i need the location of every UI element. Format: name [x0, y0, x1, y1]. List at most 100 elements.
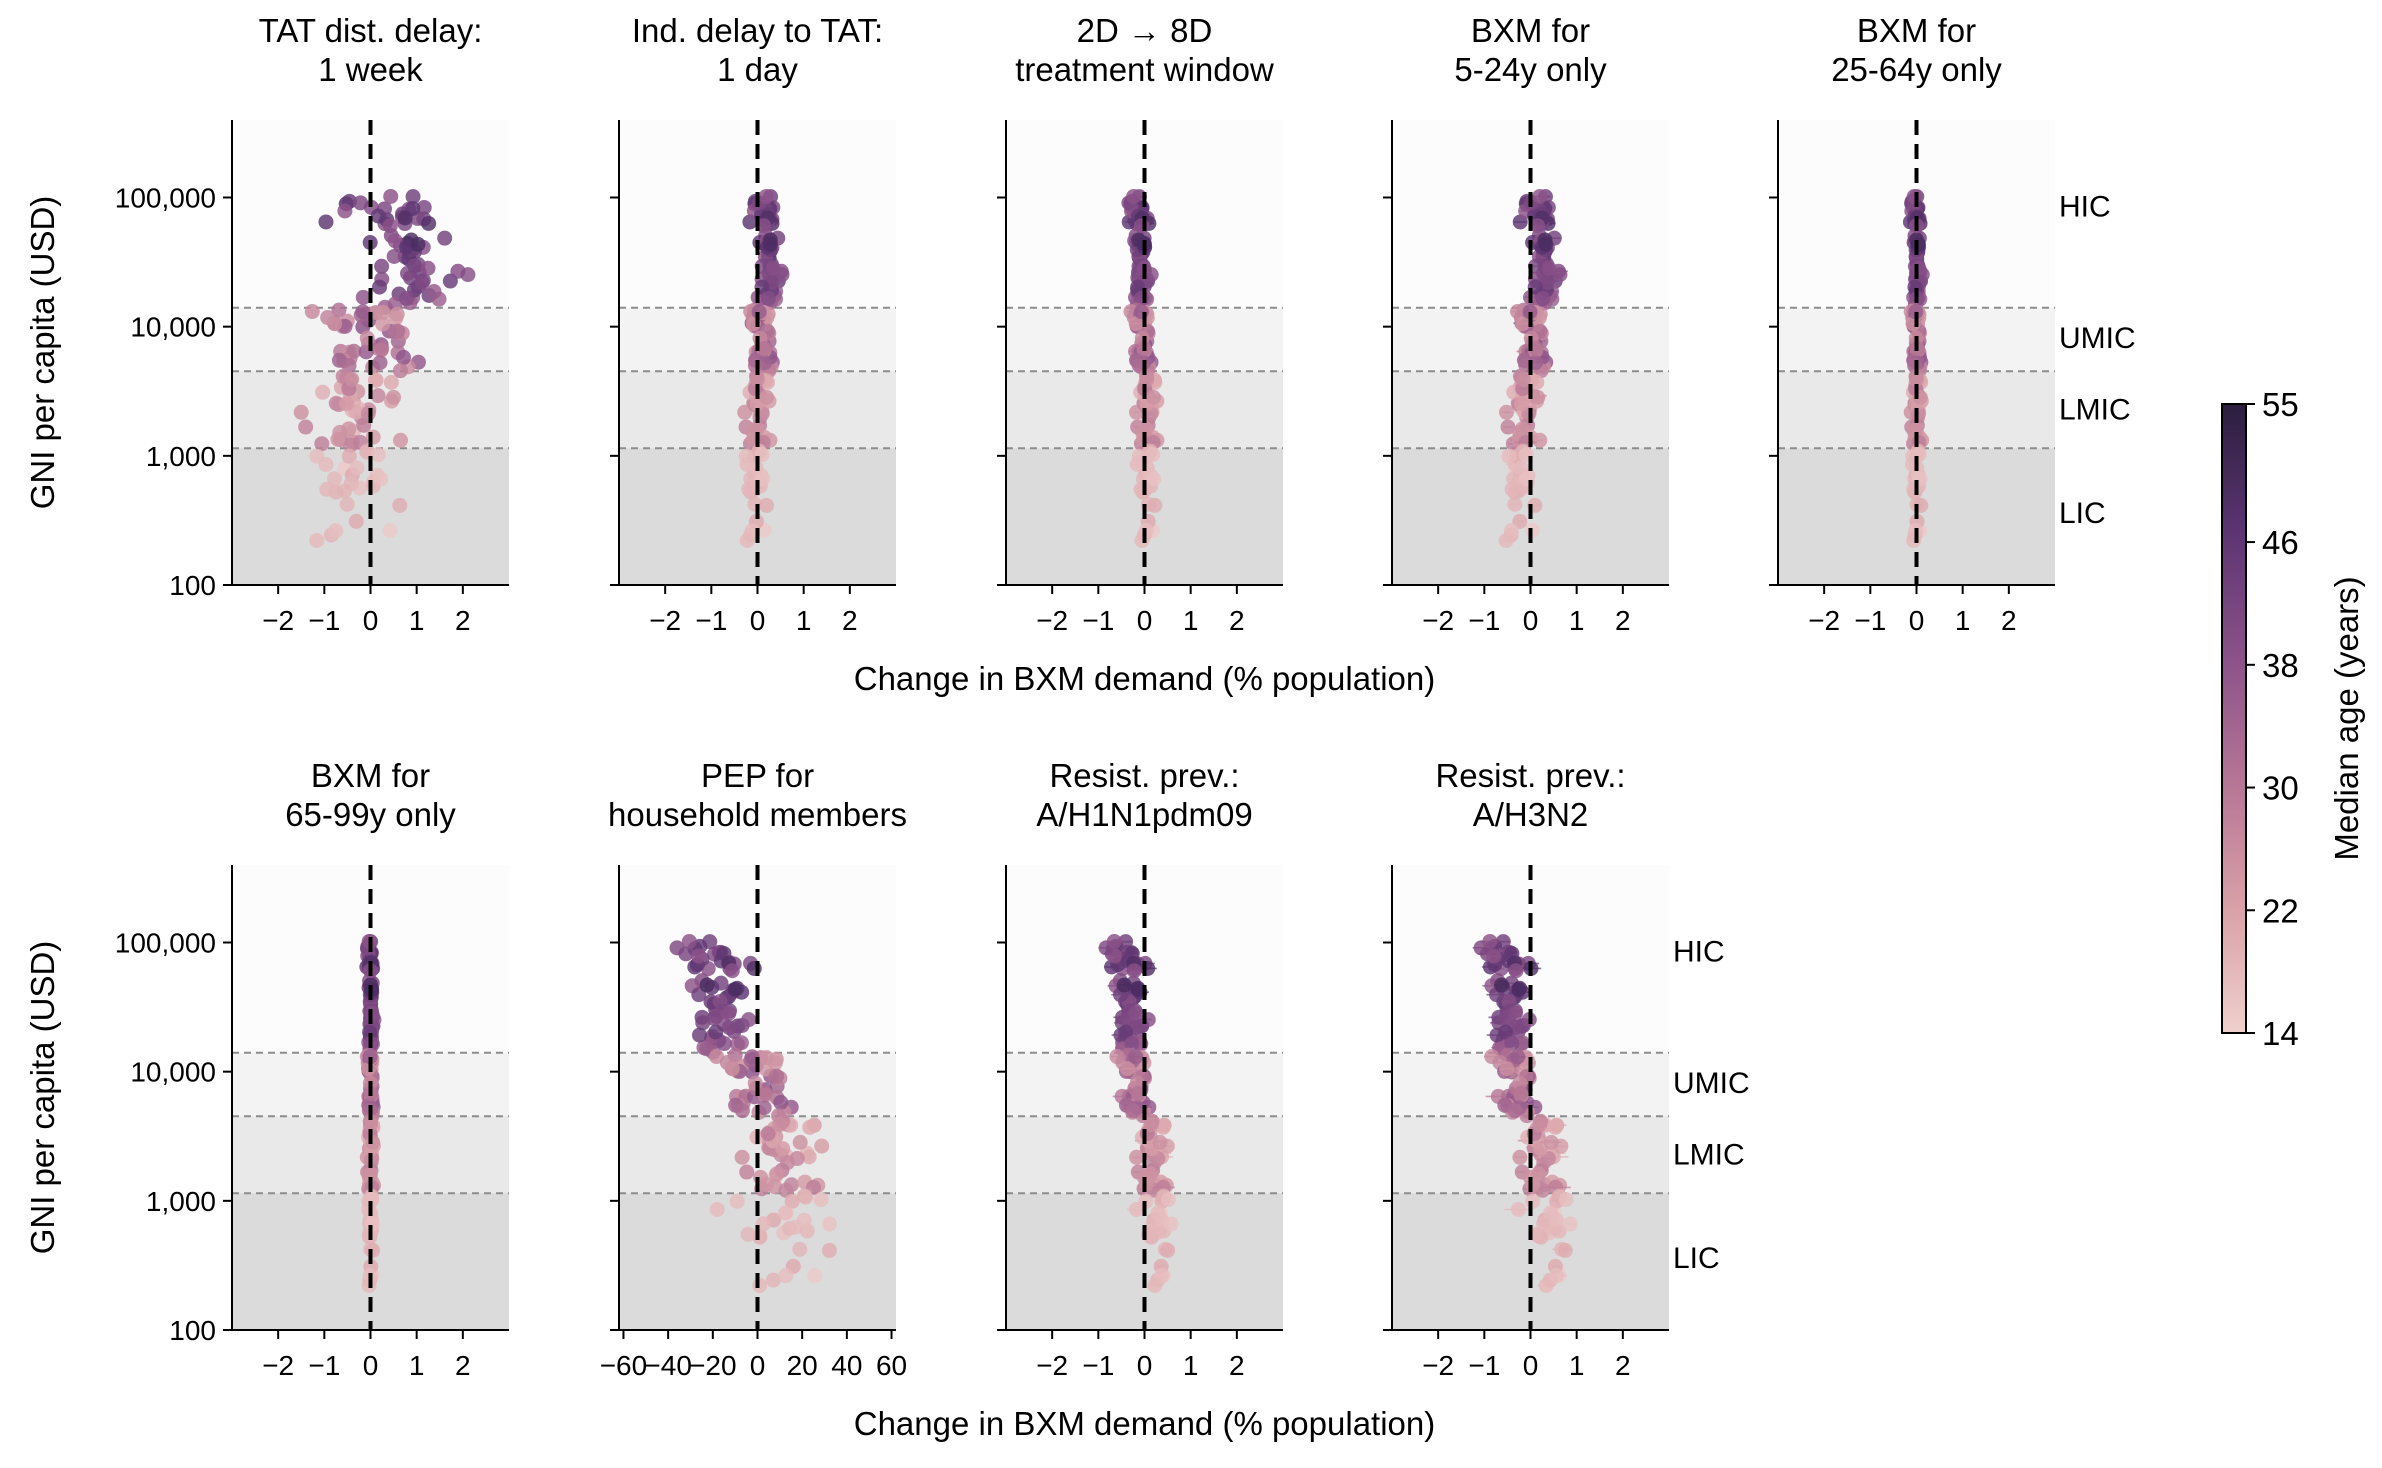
x-tick-label: 2	[842, 605, 858, 636]
data-point	[1507, 496, 1523, 512]
income-group-label: LIC	[2059, 497, 2106, 530]
data-point	[741, 481, 757, 497]
data-point	[762, 236, 778, 252]
data-point	[1535, 291, 1551, 307]
data-point	[370, 208, 386, 224]
data-point	[734, 1103, 750, 1119]
data-point	[699, 977, 715, 993]
data-point	[293, 404, 309, 420]
data-point	[724, 963, 740, 979]
data-point	[759, 497, 775, 513]
data-point	[768, 1068, 784, 1084]
data-point	[1515, 371, 1531, 387]
data-point	[319, 481, 335, 497]
data-point	[1532, 188, 1548, 204]
income-group-label: HIC	[1673, 936, 1725, 969]
x-tick-label: 1	[409, 1350, 425, 1381]
data-point	[1530, 389, 1546, 405]
data-point	[362, 1049, 378, 1065]
panel-title: PEP for	[701, 757, 814, 794]
data-point	[1126, 188, 1142, 204]
colorbar-tick-label: 38	[2262, 647, 2299, 684]
colorbar-tick-label: 22	[2262, 892, 2299, 929]
x-tick-label: −40	[644, 1350, 692, 1381]
data-point	[775, 1141, 791, 1157]
data-point	[760, 1126, 776, 1142]
data-point	[758, 1176, 774, 1192]
data-point	[374, 341, 390, 357]
income-group-label: HIC	[2059, 191, 2111, 224]
data-point	[669, 940, 685, 956]
x-tick-label: 1	[1183, 605, 1199, 636]
data-point	[1529, 1226, 1545, 1242]
data-point	[426, 284, 442, 300]
data-point	[1163, 1216, 1179, 1232]
x-tick-label: −1	[1468, 605, 1500, 636]
data-point	[405, 189, 421, 205]
x-tick-label: −60	[600, 1350, 648, 1381]
x-tick-label: 0	[750, 1350, 766, 1381]
colorbar-tick-label: 30	[2262, 770, 2299, 807]
data-point	[1130, 279, 1146, 295]
x-tick-label: −2	[1422, 1350, 1454, 1381]
data-point	[1146, 471, 1162, 487]
data-point	[1501, 448, 1517, 464]
income-group-label: UMIC	[2059, 322, 2136, 355]
data-point	[450, 263, 466, 279]
data-point	[1486, 948, 1502, 964]
colorbar-tick-label: 55	[2262, 386, 2299, 423]
data-point	[1514, 1035, 1530, 1051]
x-tick-label: 20	[787, 1350, 818, 1381]
x-tick-label: 0	[1137, 1350, 1153, 1381]
data-point	[1499, 404, 1515, 420]
data-point	[355, 304, 371, 320]
x-tick-label: 2	[1615, 605, 1631, 636]
data-point	[416, 199, 432, 215]
data-point	[1134, 533, 1150, 549]
data-point	[792, 1241, 808, 1257]
x-tick-label: −2	[1422, 605, 1454, 636]
data-point	[784, 1193, 800, 1209]
data-point	[1128, 1005, 1144, 1021]
data-point	[396, 349, 412, 365]
panel-title: A/H3N2	[1473, 796, 1589, 833]
data-point	[1130, 1086, 1146, 1102]
panel-title: BXM for	[1471, 12, 1590, 49]
data-point	[393, 432, 409, 448]
data-point	[397, 210, 413, 226]
colorbar-bar	[2221, 403, 2247, 1034]
data-point	[1139, 371, 1155, 387]
panel-title: BXM for	[1857, 12, 1976, 49]
data-point	[1494, 977, 1510, 993]
x-tick-label: 1	[1183, 1350, 1199, 1381]
data-point	[373, 471, 389, 487]
data-point	[388, 323, 404, 339]
data-point	[1512, 1149, 1528, 1165]
data-point	[372, 279, 388, 295]
data-point	[727, 981, 743, 997]
x-tick-label: 0	[1523, 1350, 1539, 1381]
panel-9: −2 −1 0 1 2 Resist. prev.:A/H3N2 HIC UMIC LMIC LI…	[1383, 757, 1750, 1381]
data-point	[708, 1024, 724, 1040]
data-point	[778, 1182, 794, 1198]
data-point	[773, 1094, 789, 1110]
x-tick-label: 60	[876, 1350, 907, 1381]
panel-title: Resist. prev.:	[1435, 757, 1625, 794]
data-point	[1499, 1061, 1515, 1077]
data-point	[757, 341, 773, 357]
data-point	[756, 218, 772, 234]
data-point	[398, 291, 414, 307]
panel-8: −2 −1 0 1 2 Resist. prev.:A/H1N1pdm09 Change i…	[854, 757, 1436, 1442]
data-point	[1500, 419, 1516, 435]
x-tick-label: −1	[308, 1350, 340, 1381]
data-point	[360, 406, 376, 422]
panel-title: Resist. prev.:	[1049, 757, 1239, 794]
data-point	[798, 1189, 814, 1205]
data-point	[1130, 981, 1146, 997]
data-point	[359, 444, 375, 460]
x-axis-label: Change in BXM demand (% population)	[854, 1405, 1436, 1442]
data-point	[420, 260, 436, 276]
data-point	[1511, 981, 1527, 997]
data-point	[375, 316, 391, 332]
